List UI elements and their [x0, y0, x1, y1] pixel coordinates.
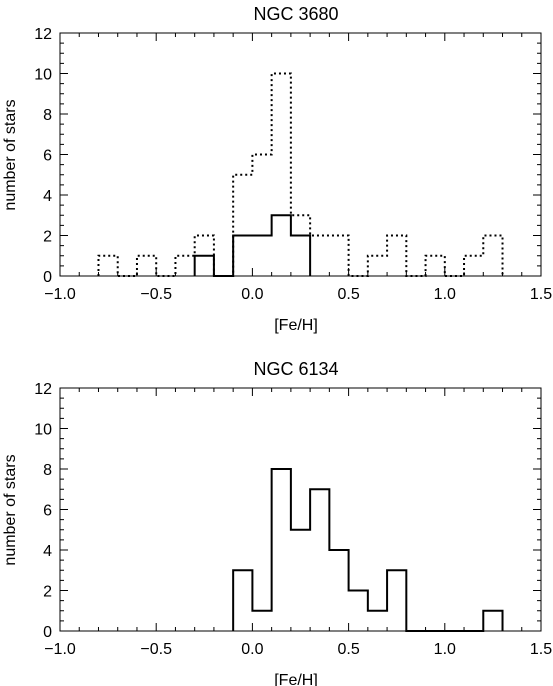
y-tick-label: 0	[43, 269, 52, 286]
histogram-solid-line	[232, 468, 504, 632]
y-axis-label: number of stars	[2, 99, 19, 210]
y-tick-label: 4	[43, 543, 52, 560]
y-tick-label: 12	[34, 381, 52, 398]
y-tick-labels: 0 2 4 6 8 10 12	[34, 26, 52, 286]
y-tick-label: 12	[34, 26, 52, 43]
y-tick-label: 6	[43, 148, 52, 165]
x-tick-label: −0.5	[140, 286, 172, 303]
x-tick-label: 0.0	[241, 641, 263, 658]
x-tick-label: 1.0	[434, 286, 456, 303]
x-tick-labels: −1.0 −0.5 0.0 0.5 1.0 1.5	[44, 641, 552, 658]
x-tick-label: −1.0	[44, 641, 76, 658]
chart-title: NGC 6134	[253, 359, 338, 379]
y-tick-label: 10	[34, 422, 52, 439]
y-tick-label: 6	[43, 503, 52, 520]
y-tick-label: 2	[43, 229, 52, 246]
x-tick-label: 0.0	[241, 286, 263, 303]
histogram-series	[232, 468, 504, 632]
y-tick-label: 8	[43, 462, 52, 479]
y-tick-label: 0	[43, 624, 52, 641]
plot-frame	[59, 32, 542, 277]
x-tick-label: 1.0	[434, 641, 456, 658]
histogram-solid-line	[193, 214, 312, 277]
histogram-dotted-line	[97, 72, 504, 277]
axis-ticks	[59, 32, 542, 277]
x-tick-label: 0.5	[337, 286, 359, 303]
x-axis-label: [Fe/H]	[274, 672, 318, 686]
x-tick-label: 1.5	[530, 641, 552, 658]
y-axis-label: number of stars	[2, 454, 19, 565]
x-tick-labels: −1.0 −0.5 0.0 0.5 1.0 1.5	[44, 286, 552, 303]
y-tick-label: 4	[43, 188, 52, 205]
x-tick-label: 1.5	[530, 286, 552, 303]
y-tick-label: 8	[43, 107, 52, 124]
histogram-series	[97, 72, 504, 277]
plot-frame	[59, 387, 542, 632]
x-tick-label: −1.0	[44, 286, 76, 303]
chart-panel-ngc3680: NGC 3680 −1.0 −0.5 0.0 0.5 1.0 1.5 024681012 …	[2, 4, 552, 334]
x-tick-label: −0.5	[140, 641, 172, 658]
y-tick-label: 10	[34, 67, 52, 84]
y-tick-label: 2	[43, 584, 52, 601]
chart-title: NGC 3680	[253, 4, 338, 24]
y-tick-labels: 0 2 4 6 8 10 12	[34, 381, 52, 641]
x-axis-label: [Fe/H]	[274, 317, 318, 334]
chart-panel-ngc6134: NGC 6134 −1.0 −0.5 0.0 0.5 1.0 1.5 024681012 …	[2, 359, 552, 686]
x-tick-label: 0.5	[337, 641, 359, 658]
axis-ticks	[59, 387, 542, 632]
